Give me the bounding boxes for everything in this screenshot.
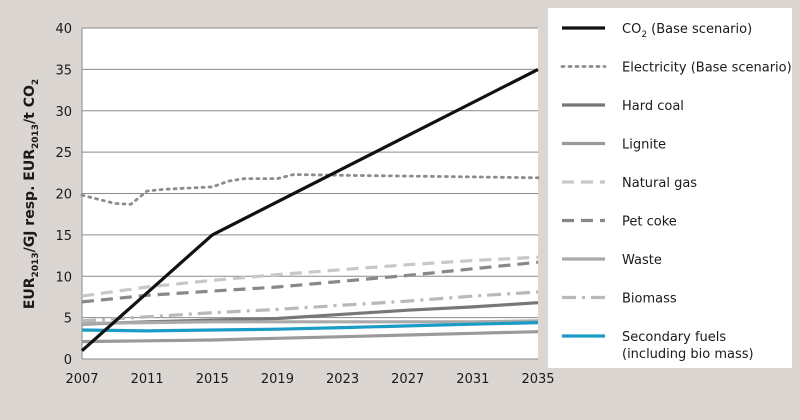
x-tick-label: 2031 — [456, 372, 489, 387]
series-line-5 — [81, 260, 539, 304]
legend-label-0: CO2 (Base scenario) — [622, 22, 752, 40]
ylabel-part: /GJ resp. EUR — [22, 149, 38, 253]
x-tick-label: 2035 — [521, 372, 554, 387]
y-tick-label: 25 — [55, 146, 72, 161]
series-line-3 — [81, 330, 539, 344]
ylabel-part: EUR — [22, 277, 38, 309]
x-tick-label: 2023 — [326, 372, 359, 387]
ylabel-subscript: 2 — [31, 79, 41, 85]
y-axis-label: EUR2013/GJ resp. EUR2013/t CO2 — [22, 79, 41, 309]
y-tick-label: 15 — [55, 229, 72, 244]
series-line-7 — [81, 290, 539, 323]
series-line-4 — [81, 255, 539, 298]
series-line-6 — [81, 319, 539, 325]
x-tick-label: 2007 — [65, 372, 98, 387]
legend-label-6: Waste — [622, 253, 662, 268]
y-tick-label: 5 — [64, 312, 72, 327]
series-line-1 — [80, 173, 540, 206]
legend-label-2: Hard coal — [622, 99, 684, 114]
y-axis: 0 5 10 15 20 25 30 35 40 — [55, 22, 72, 368]
x-tick-label: 2027 — [391, 372, 424, 387]
ylabel-subscript: 2013 — [31, 124, 41, 149]
y-tick-label: 10 — [55, 270, 72, 285]
y-tick-label: 35 — [55, 63, 72, 78]
y-tick-label: 20 — [55, 188, 72, 203]
x-axis: 2007 2011 2015 2019 2023 2027 2031 2035 — [65, 372, 554, 387]
ylabel-subscript: 2013 — [31, 252, 41, 277]
legend-label-5: Pet coke — [622, 215, 677, 230]
series-line-8 — [81, 321, 539, 333]
series-layer — [80, 67, 540, 352]
legend-label-7: Biomass — [622, 292, 677, 307]
legend-box — [548, 8, 792, 368]
ylabel-part: /t CO — [22, 85, 38, 124]
series-line-0 — [80, 67, 539, 352]
y-tick-label: 30 — [55, 105, 72, 120]
y-tick-label: 0 — [64, 353, 72, 368]
legend: CO2 (Base scenario) Electricity (Base sce… — [560, 22, 792, 362]
y-tick-label: 40 — [55, 22, 72, 37]
x-tick-label: 2011 — [131, 372, 164, 387]
legend-label-8: Secondary fuels (including bio mass) — [622, 330, 754, 362]
legend-label-3: Lignite — [622, 138, 666, 153]
legend-label-1: Electricity (Base scenario) — [622, 61, 792, 76]
x-tick-label: 2019 — [261, 372, 294, 387]
legend-label-4: Natural gas — [622, 176, 697, 191]
x-tick-label: 2015 — [196, 372, 229, 387]
